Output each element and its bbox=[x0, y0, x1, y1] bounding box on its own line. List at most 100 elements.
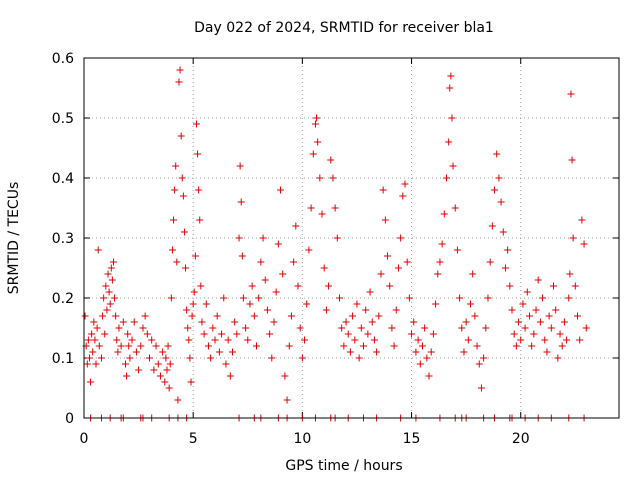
data-point bbox=[416, 360, 424, 368]
data-point bbox=[189, 300, 197, 308]
data-point bbox=[414, 336, 422, 344]
data-point bbox=[467, 300, 475, 308]
data-point bbox=[298, 354, 306, 362]
data-point bbox=[218, 330, 226, 338]
data-point bbox=[87, 378, 95, 386]
data-point bbox=[215, 348, 223, 356]
data-point bbox=[475, 360, 483, 368]
data-point bbox=[103, 306, 111, 314]
data-point bbox=[325, 282, 333, 290]
data-point bbox=[83, 360, 91, 368]
data-point bbox=[499, 228, 507, 236]
data-point bbox=[327, 156, 335, 164]
data-point bbox=[571, 282, 579, 290]
data-point bbox=[178, 174, 186, 182]
data-point bbox=[125, 342, 133, 350]
data-point bbox=[173, 258, 181, 266]
data-point bbox=[569, 234, 577, 242]
data-point bbox=[179, 192, 187, 200]
data-point bbox=[448, 114, 456, 122]
data-point bbox=[508, 306, 516, 314]
data-point bbox=[123, 372, 131, 380]
data-point bbox=[392, 306, 400, 314]
data-point bbox=[106, 300, 114, 308]
data-point bbox=[342, 318, 350, 326]
data-point bbox=[418, 342, 426, 350]
data-point bbox=[119, 318, 127, 326]
data-point bbox=[370, 336, 378, 344]
data-points bbox=[81, 66, 590, 422]
data-point bbox=[99, 312, 107, 320]
data-point bbox=[451, 204, 459, 212]
data-point bbox=[421, 324, 429, 332]
data-point bbox=[491, 186, 499, 194]
data-point bbox=[196, 216, 204, 224]
data-point bbox=[574, 312, 582, 320]
data-point bbox=[95, 342, 103, 350]
data-point bbox=[541, 336, 549, 344]
data-point bbox=[504, 246, 512, 254]
data-point bbox=[114, 348, 122, 356]
data-point bbox=[318, 210, 326, 218]
data-point bbox=[287, 312, 295, 320]
data-point bbox=[112, 312, 120, 320]
data-point bbox=[190, 288, 198, 296]
data-point bbox=[313, 114, 321, 122]
data-point bbox=[554, 354, 562, 362]
data-point bbox=[440, 210, 448, 218]
data-point bbox=[493, 150, 501, 158]
data-point bbox=[408, 330, 416, 338]
y-tick-label: 0 bbox=[65, 411, 74, 427]
data-point bbox=[530, 330, 538, 338]
data-point bbox=[253, 342, 261, 350]
data-point bbox=[438, 240, 446, 248]
data-point bbox=[111, 294, 119, 302]
data-point bbox=[547, 324, 555, 332]
data-point bbox=[405, 294, 413, 302]
data-point bbox=[539, 294, 547, 302]
data-point bbox=[148, 336, 156, 344]
data-point bbox=[97, 354, 105, 362]
data-point bbox=[132, 348, 140, 356]
data-point bbox=[91, 336, 99, 344]
data-point bbox=[239, 294, 247, 302]
data-point bbox=[200, 330, 208, 338]
data-point bbox=[281, 372, 289, 380]
data-point bbox=[255, 294, 263, 302]
data-point bbox=[477, 384, 485, 392]
x-axis-label: GPS time / hours bbox=[285, 458, 402, 474]
data-point bbox=[268, 354, 276, 362]
data-point bbox=[471, 312, 479, 320]
data-point bbox=[81, 312, 89, 320]
data-point bbox=[130, 318, 138, 326]
data-point bbox=[512, 342, 520, 350]
data-point bbox=[307, 204, 315, 212]
data-point bbox=[285, 342, 293, 350]
data-point bbox=[242, 324, 250, 332]
data-point bbox=[329, 174, 337, 182]
data-point bbox=[495, 174, 503, 182]
data-point bbox=[277, 186, 285, 194]
data-point bbox=[351, 336, 359, 344]
data-point bbox=[204, 342, 212, 350]
data-point bbox=[150, 366, 158, 374]
data-point bbox=[567, 90, 575, 98]
data-point bbox=[523, 288, 531, 296]
data-point bbox=[552, 306, 560, 314]
data-point bbox=[432, 300, 440, 308]
data-point bbox=[309, 150, 317, 158]
data-point bbox=[314, 138, 322, 146]
data-point bbox=[534, 276, 542, 284]
data-point bbox=[250, 312, 258, 320]
data-point bbox=[197, 282, 205, 290]
data-point bbox=[434, 270, 442, 278]
data-point bbox=[226, 372, 234, 380]
data-point bbox=[423, 354, 431, 362]
data-point bbox=[305, 246, 313, 254]
data-point bbox=[536, 318, 544, 326]
y-tick-label: 0.4 bbox=[52, 171, 74, 187]
data-point bbox=[182, 264, 190, 272]
chart-title: Day 022 of 2024, SRMTID for receiver bla… bbox=[194, 20, 494, 36]
data-point bbox=[93, 324, 101, 332]
data-point bbox=[165, 384, 173, 392]
